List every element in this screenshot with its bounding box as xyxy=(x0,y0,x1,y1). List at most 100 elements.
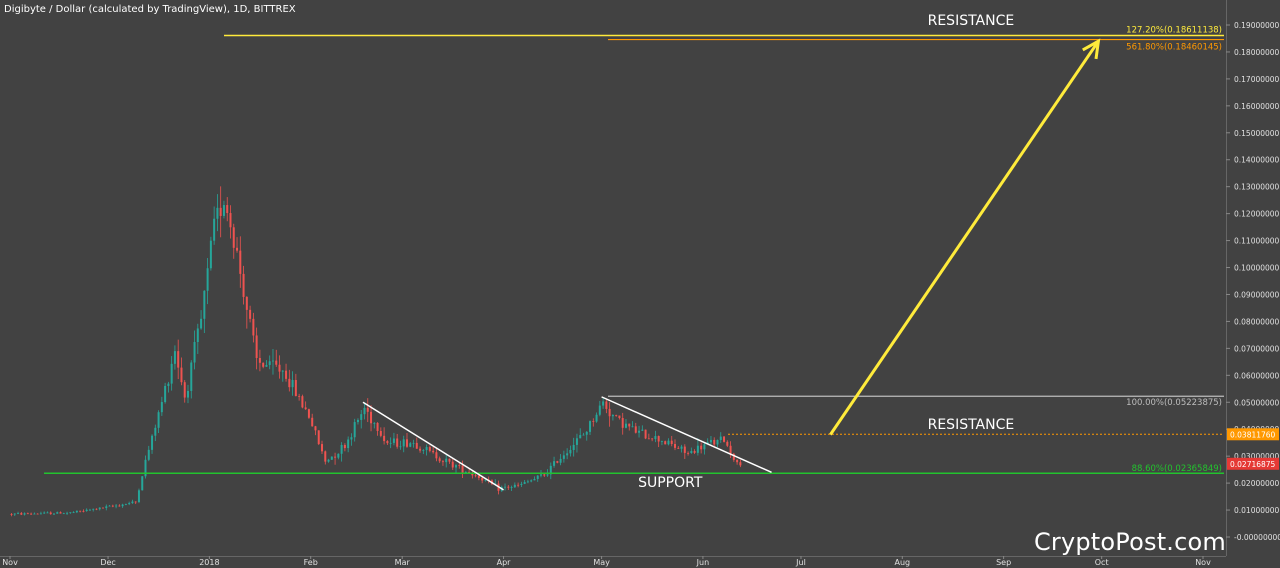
y-tick-label: 0.19000000 xyxy=(1234,21,1280,30)
candle-body xyxy=(484,479,487,481)
candle-body xyxy=(219,207,222,216)
candle-body xyxy=(275,360,278,365)
x-tick-label: Feb xyxy=(304,558,318,567)
candle-body xyxy=(321,444,324,452)
candle-body xyxy=(10,514,13,515)
candle-body xyxy=(566,453,569,456)
candle-body xyxy=(589,421,592,432)
fib-100-label: 100.00%(0.05223875) xyxy=(1126,398,1222,408)
candle-body xyxy=(680,446,683,449)
candle-body xyxy=(719,436,722,440)
candle-body xyxy=(729,445,732,454)
candle-body xyxy=(222,205,225,216)
candle-body xyxy=(392,438,395,443)
candle-body xyxy=(510,487,513,489)
candle-body xyxy=(137,490,140,503)
candle-body xyxy=(340,445,343,454)
candle-body xyxy=(186,390,189,398)
watermark-logo: CryptoPost.com xyxy=(1033,528,1226,556)
candle-body xyxy=(85,509,88,512)
candle-body xyxy=(79,510,82,512)
candle-body xyxy=(445,458,448,463)
candle-body xyxy=(471,472,474,476)
candle-body xyxy=(327,459,330,462)
candle-body xyxy=(664,441,667,445)
current-price-badge xyxy=(1227,457,1279,470)
candle-body xyxy=(543,474,546,476)
y-tick-label: 0.08000000 xyxy=(1234,317,1280,326)
candle-body xyxy=(667,440,670,445)
candle-body xyxy=(428,447,431,451)
candle-body xyxy=(376,422,379,431)
candle-body xyxy=(379,430,382,436)
candle-body xyxy=(128,503,131,505)
candle-body xyxy=(229,213,232,228)
candle-body xyxy=(360,414,363,420)
y-tick-label: 0.10000000 xyxy=(1234,264,1280,273)
candle-body xyxy=(88,509,91,511)
candle-body xyxy=(334,456,337,458)
candle-body xyxy=(180,367,183,383)
candle-body xyxy=(36,513,39,515)
candle-body xyxy=(585,431,588,435)
candle-body xyxy=(160,402,163,413)
y-tick-label: 0.02000000 xyxy=(1234,479,1280,488)
candle-body xyxy=(709,439,712,443)
candle-body xyxy=(657,436,660,442)
candle-body xyxy=(386,441,389,444)
candle-body xyxy=(674,443,677,448)
candle-body xyxy=(350,437,353,440)
x-tick-label: Oct xyxy=(1095,558,1109,567)
candle-body xyxy=(595,414,598,422)
candle-body xyxy=(530,480,533,482)
candles-group xyxy=(10,186,742,517)
candle-body xyxy=(526,481,529,483)
fib-561-label: 561.80%(0.18460145) xyxy=(1126,43,1222,53)
candle-body xyxy=(536,475,539,479)
x-tick-label: Dec xyxy=(100,558,115,567)
projection-arrow-shaft xyxy=(829,40,1100,436)
x-tick-label: Jun xyxy=(696,558,710,567)
candle-body xyxy=(291,380,294,388)
candle-body xyxy=(690,451,693,453)
candle-body xyxy=(203,290,206,319)
candle-body xyxy=(723,436,726,442)
candle-body xyxy=(517,484,520,486)
candle-body xyxy=(438,458,441,462)
candle-body xyxy=(167,383,170,386)
candle-body xyxy=(464,472,467,473)
trend-line xyxy=(601,396,772,474)
candle-body xyxy=(602,401,605,406)
candle-body xyxy=(49,512,52,515)
candle-body xyxy=(419,448,422,451)
candle-body xyxy=(556,461,559,463)
candle-body xyxy=(190,362,193,391)
candle-body xyxy=(271,360,274,362)
candle-body xyxy=(461,465,464,473)
candle-body xyxy=(504,486,507,488)
candle-body xyxy=(615,415,618,416)
candle-body xyxy=(455,465,458,468)
y-tick-label: 0.17000000 xyxy=(1234,75,1280,84)
candle-body xyxy=(347,439,350,449)
resistance-price-text: 0.03811760 xyxy=(1230,430,1276,439)
candle-body xyxy=(696,445,699,453)
candle-body xyxy=(26,513,29,515)
x-tick-label: Jul xyxy=(795,558,806,567)
candle-body xyxy=(242,273,245,297)
candle-body xyxy=(258,358,261,363)
candle-body xyxy=(304,407,307,410)
y-tick-label: 0.03000000 xyxy=(1234,452,1280,461)
candle-body xyxy=(105,506,108,509)
candle-body xyxy=(592,421,595,422)
candle-body xyxy=(288,378,291,388)
candle-body xyxy=(441,461,444,463)
candle-body xyxy=(621,418,624,428)
candle-body xyxy=(641,429,644,431)
candle-body xyxy=(170,363,173,384)
candle-body xyxy=(389,442,392,444)
candle-body xyxy=(451,461,454,468)
candle-body xyxy=(209,240,212,269)
candle-body xyxy=(644,429,647,439)
